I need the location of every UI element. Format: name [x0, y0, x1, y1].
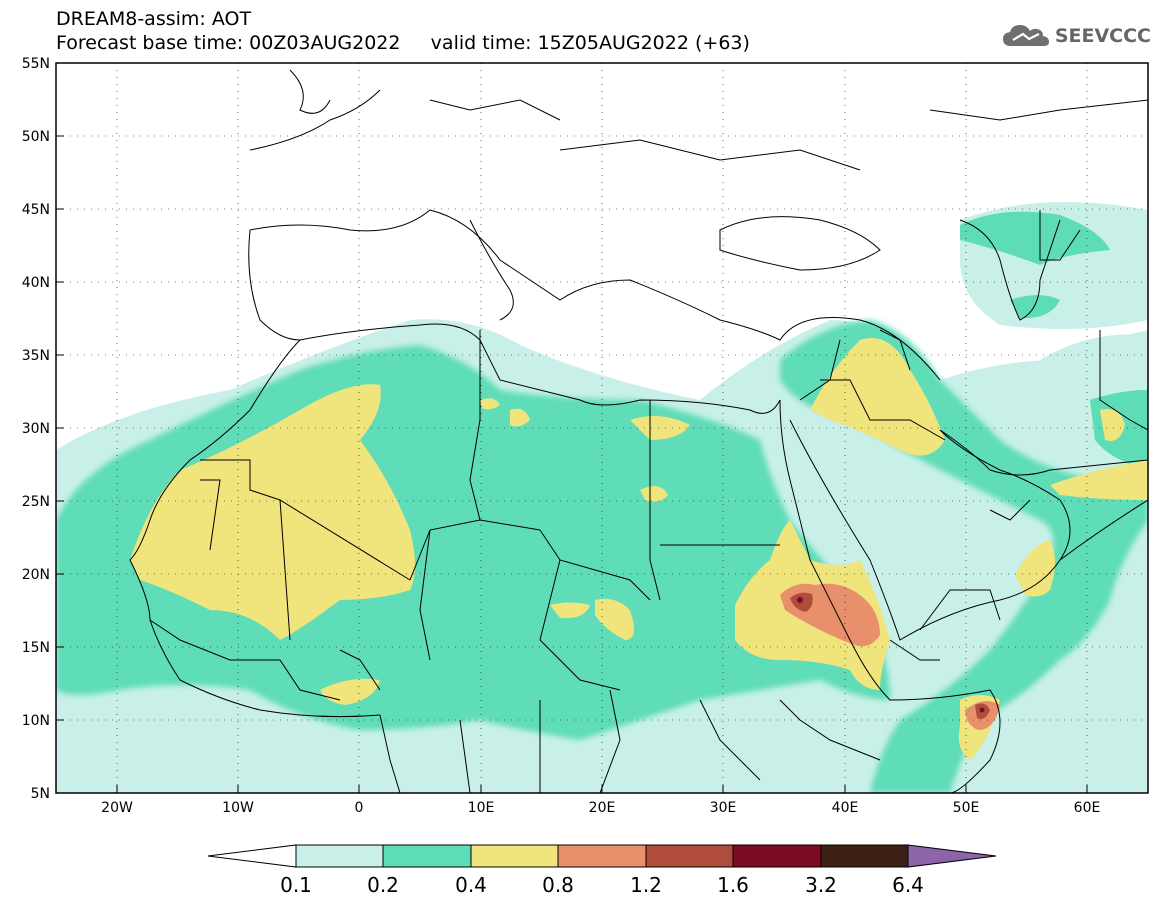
- lon-label-50e: 50E: [953, 800, 980, 816]
- colorbar-label: 1.6: [717, 873, 749, 897]
- colorbar-bin-1.6: [732, 844, 822, 868]
- lon-label-20w: 20W: [101, 800, 133, 816]
- seevccc-logo: SEEVCCC: [1001, 22, 1151, 50]
- colorbar-bin-3.2: [820, 844, 909, 868]
- lat-label-25n: 25N: [22, 494, 50, 510]
- lon-label-60e: 60E: [1074, 800, 1101, 816]
- graticule: [56, 63, 1148, 793]
- colorbar-label: 0.1: [280, 873, 312, 897]
- colorbar-label: 3.2: [805, 873, 837, 897]
- lon-label-20e: 20E: [589, 800, 616, 816]
- lat-label-20n: 20N: [22, 567, 50, 583]
- cloud-icon: [1002, 25, 1049, 46]
- lon-labels: 20W 10W 0 10E 20E 30E 40E 50E 60E: [101, 800, 1100, 816]
- lat-label-50n: 50N: [22, 129, 50, 145]
- forecast-times: Forecast base time: 00Z03AUG2022 valid t…: [56, 32, 750, 54]
- lat-label-55n: 55N: [22, 56, 50, 72]
- colorbar-under-arrow: [207, 844, 297, 868]
- logo-text: SEEVCCC: [1054, 25, 1151, 47]
- colorbar-bin-1.2: [645, 844, 734, 868]
- colorbar-label: 0.4: [455, 873, 487, 897]
- lat-label-15n: 15N: [22, 640, 50, 656]
- lat-label-5n: 5N: [31, 786, 50, 802]
- colorbar-bin-0.2: [382, 844, 472, 868]
- lat-label-10n: 10N: [22, 713, 50, 729]
- colorbar-over-arrow: [907, 844, 997, 868]
- lon-label-30e: 30E: [710, 800, 737, 816]
- colorbar-bin-0.8: [557, 844, 647, 868]
- map-title: DREAM8-assim: AOT: [56, 8, 252, 30]
- lat-labels: 55N 50N 45N 40N 35N 30N 25N 20N 15N 10N …: [22, 56, 50, 802]
- colorbar-label: 6.4: [892, 873, 924, 897]
- lon-label-40e: 40E: [832, 800, 859, 816]
- lon-label-10w: 10W: [222, 800, 254, 816]
- colorbar: [207, 844, 997, 868]
- ticks: [56, 62, 1088, 794]
- lat-label-35n: 35N: [22, 348, 50, 364]
- colorbar-label: 1.2: [630, 873, 662, 897]
- colorbar-labels: 0.1 0.2 0.4 0.8 1.2 1.6 3.2 6.4: [280, 873, 924, 897]
- coastlines-borders: [129, 69, 1148, 793]
- lat-label-45n: 45N: [22, 202, 50, 218]
- lon-label-10e: 10E: [468, 800, 495, 816]
- aot-field-1.6: [797, 597, 985, 713]
- colorbar-label: 0.2: [367, 873, 399, 897]
- colorbar-bin-0.4: [470, 844, 559, 868]
- lon-label-0: 0: [355, 800, 364, 816]
- lat-label-30n: 30N: [22, 421, 50, 437]
- colorbar-label: 0.8: [542, 873, 574, 897]
- colorbar-bin-0.1: [295, 844, 384, 868]
- lat-label-40n: 40N: [22, 275, 50, 291]
